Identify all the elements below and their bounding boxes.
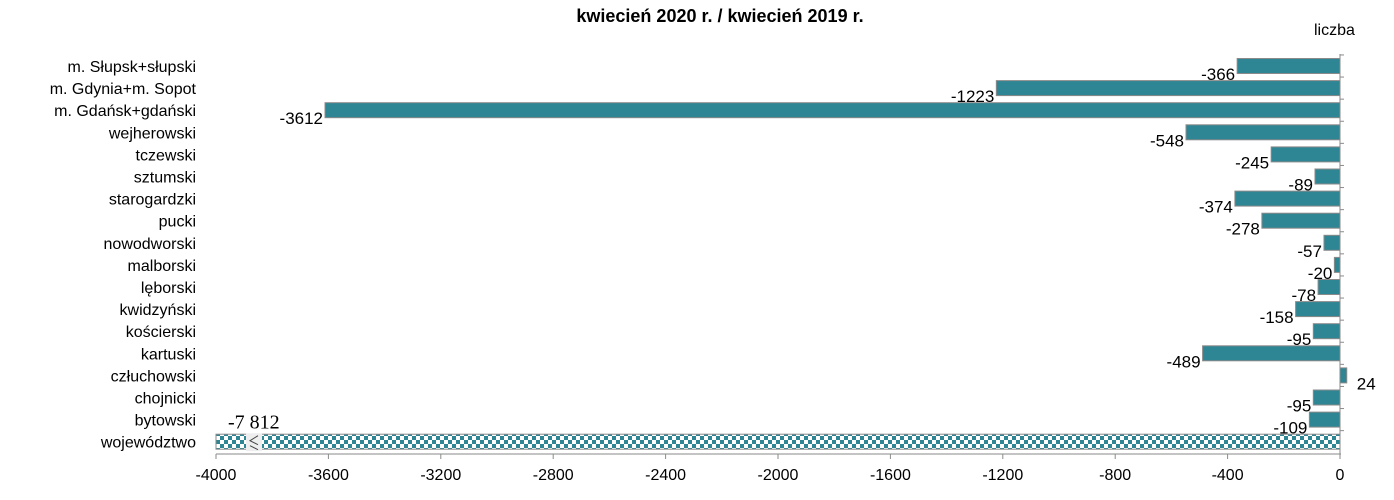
axis-break-marker <box>248 435 259 451</box>
x-tick-label: -4000 <box>196 467 237 484</box>
x-tick-label: -400 <box>1212 467 1244 484</box>
category-label: województwo <box>100 435 196 452</box>
category-label: m. Gdańsk+gdański <box>54 103 196 120</box>
bar <box>1236 58 1341 74</box>
category-label: bytowski <box>135 413 196 430</box>
bar <box>1185 124 1341 141</box>
category-label: chojnicki <box>135 391 196 408</box>
category-label: tczewski <box>136 147 196 164</box>
x-tick-label: -3200 <box>420 467 461 484</box>
data-label: -374 <box>1199 198 1233 217</box>
x-tick-label: -3600 <box>308 467 349 484</box>
bar <box>1312 389 1341 406</box>
data-label: -95 <box>1287 397 1312 416</box>
x-tick-label: -2800 <box>533 467 574 484</box>
category-label: kartuski <box>141 346 196 363</box>
bar-total-broken <box>215 433 1341 450</box>
bar <box>1339 367 1348 384</box>
bar <box>1333 256 1341 273</box>
category-label: wejherowski <box>108 125 196 142</box>
chart-title: kwiecień 2020 r. / kwiecień 2019 r. <box>576 6 864 26</box>
category-label: malborski <box>128 258 196 275</box>
category-label: lęborski <box>141 280 196 297</box>
data-label: -245 <box>1235 153 1269 172</box>
labels-layer: m. Słupsk+słupski -366 m. Gdynia+m. Sopot -… <box>50 59 1376 452</box>
data-label: -548 <box>1150 131 1184 150</box>
category-label: człuchowski <box>111 368 196 385</box>
x-tick-label: -800 <box>1099 467 1131 484</box>
category-label: kościerski <box>126 324 196 341</box>
data-label: -7 812 <box>228 412 280 434</box>
category-label: pucki <box>159 214 196 231</box>
bar <box>1314 168 1341 185</box>
category-label: nowodworski <box>104 236 196 253</box>
category-label: starogardzki <box>109 192 196 209</box>
category-label: kwidzyński <box>120 302 196 319</box>
data-label: -95 <box>1287 330 1312 349</box>
bars-layer <box>215 58 1348 452</box>
data-label: -3612 <box>280 109 323 128</box>
data-label: -158 <box>1260 308 1294 327</box>
data-label: -366 <box>1201 65 1235 84</box>
bar <box>1261 212 1341 229</box>
x-axis: -4000 -3600 -3200 -2800 -2400 -2000 -1600 -1200… <box>196 54 1345 484</box>
data-label: -89 <box>1288 176 1313 195</box>
x-tick-label: -2400 <box>645 467 686 484</box>
unit-label: liczba <box>1314 22 1355 39</box>
category-label: sztumski <box>134 170 196 187</box>
data-label: -20 <box>1308 264 1333 283</box>
bar <box>995 80 1341 97</box>
data-label: -78 <box>1292 286 1317 305</box>
x-tick-label: 0 <box>1336 467 1345 484</box>
bar <box>1308 411 1341 428</box>
data-label: 24 <box>1357 374 1376 393</box>
x-tick-label: -2000 <box>758 467 799 484</box>
x-tick-label: -1200 <box>982 467 1023 484</box>
bar <box>1202 345 1341 362</box>
category-label: m. Gdynia+m. Sopot <box>50 81 197 98</box>
data-label: -278 <box>1226 220 1260 239</box>
category-label: m. Słupsk+słupski <box>68 59 197 76</box>
bar <box>1270 146 1341 163</box>
data-label: -109 <box>1273 419 1307 438</box>
x-tick-label: -1600 <box>870 467 911 484</box>
data-label: -57 <box>1297 242 1322 261</box>
bar <box>1323 234 1341 251</box>
bar <box>324 102 1341 119</box>
data-label: -489 <box>1167 352 1201 371</box>
data-label: -1223 <box>951 87 994 106</box>
bar <box>1312 323 1341 340</box>
